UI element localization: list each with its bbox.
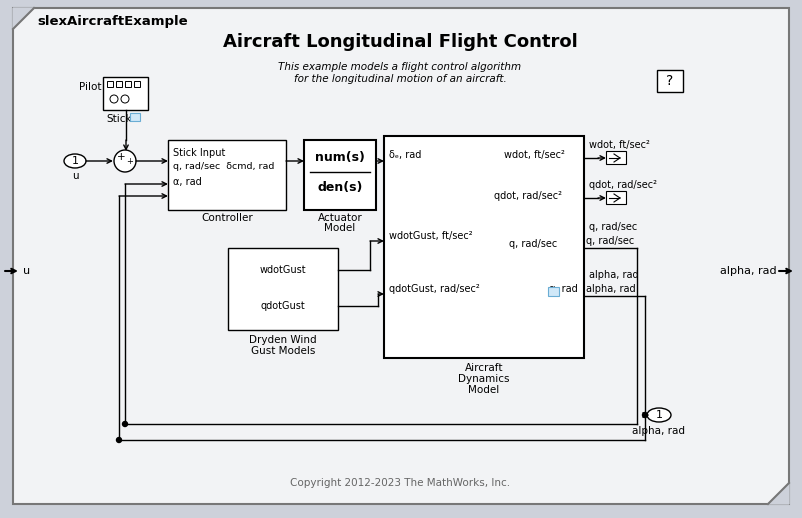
Text: +: + — [116, 152, 125, 162]
Text: Actuator: Actuator — [318, 213, 363, 223]
Text: δₑ, rad: δₑ, rad — [389, 150, 421, 160]
Text: 1: 1 — [655, 410, 662, 420]
Text: qdot, rad/sec²: qdot, rad/sec² — [589, 180, 657, 190]
Text: qdotGust, rad/sec²: qdotGust, rad/sec² — [389, 284, 480, 294]
Text: den(s): den(s) — [318, 180, 363, 194]
Circle shape — [114, 150, 136, 172]
Text: wdotGust, ft/sec²: wdotGust, ft/sec² — [389, 231, 472, 241]
Text: alpha, rad: alpha, rad — [586, 284, 636, 294]
Circle shape — [642, 412, 647, 418]
Text: Pilot: Pilot — [79, 82, 101, 92]
Polygon shape — [13, 8, 34, 29]
Text: Model: Model — [324, 223, 355, 233]
Text: u: u — [71, 171, 79, 181]
Text: for the longitudinal motion of an aircraft.: for the longitudinal motion of an aircra… — [294, 74, 506, 84]
Bar — [228, 248, 338, 330]
Text: q, rad/sec  δcmd, rad: q, rad/sec δcmd, rad — [173, 162, 274, 171]
Text: alpha, rad: alpha, rad — [589, 270, 638, 280]
Text: qdotGust: qdotGust — [261, 301, 306, 311]
Ellipse shape — [647, 408, 671, 422]
Bar — [125, 81, 131, 87]
Text: wdotGust: wdotGust — [260, 265, 306, 275]
Circle shape — [116, 438, 121, 442]
Text: q, rad/sec: q, rad/sec — [586, 236, 634, 246]
Text: Dynamics: Dynamics — [458, 374, 510, 384]
Text: This example models a flight control algorithm: This example models a flight control alg… — [278, 62, 521, 72]
Text: Stick Input: Stick Input — [173, 148, 225, 158]
Text: Dryden Wind: Dryden Wind — [249, 335, 317, 345]
Bar — [116, 81, 122, 87]
Text: Aircraft Longitudinal Flight Control: Aircraft Longitudinal Flight Control — [223, 33, 577, 51]
Text: Gust Models: Gust Models — [251, 346, 315, 356]
Bar — [168, 140, 286, 210]
Text: slexAircraftExample: slexAircraftExample — [37, 15, 188, 28]
Bar — [606, 191, 626, 204]
Bar — [384, 136, 584, 358]
Text: u: u — [23, 266, 30, 276]
Circle shape — [110, 95, 118, 103]
Bar — [606, 151, 626, 164]
Text: q, rad/sec: q, rad/sec — [509, 239, 557, 249]
Bar — [134, 81, 140, 87]
Text: Stick: Stick — [106, 114, 132, 124]
Text: alpha, rad: alpha, rad — [720, 266, 776, 276]
Bar — [103, 77, 148, 110]
Circle shape — [121, 95, 129, 103]
Polygon shape — [768, 483, 789, 504]
Text: 1: 1 — [71, 156, 79, 166]
Bar — [304, 140, 376, 210]
Text: q, rad/sec: q, rad/sec — [589, 222, 638, 232]
Text: Model: Model — [468, 385, 500, 395]
Bar — [130, 113, 140, 121]
Bar — [657, 70, 683, 92]
Text: +: + — [127, 157, 133, 166]
Text: wdot, ft/sec²: wdot, ft/sec² — [504, 150, 565, 160]
Text: α, rad: α, rad — [549, 284, 577, 294]
Text: Controller: Controller — [201, 213, 253, 223]
Text: alpha, rad: alpha, rad — [633, 426, 686, 436]
Bar — [107, 81, 113, 87]
Text: α, rad: α, rad — [173, 177, 202, 187]
Text: num(s): num(s) — [315, 151, 365, 165]
Text: Copyright 2012-2023 The MathWorks, Inc.: Copyright 2012-2023 The MathWorks, Inc. — [290, 478, 510, 488]
Circle shape — [123, 422, 128, 426]
Text: ?: ? — [666, 74, 674, 88]
Text: wdot, ft/sec²: wdot, ft/sec² — [589, 140, 650, 150]
Bar — [548, 287, 559, 296]
Text: qdot, rad/sec²: qdot, rad/sec² — [494, 191, 562, 201]
Ellipse shape — [64, 154, 86, 168]
Text: Aircraft: Aircraft — [464, 363, 503, 373]
